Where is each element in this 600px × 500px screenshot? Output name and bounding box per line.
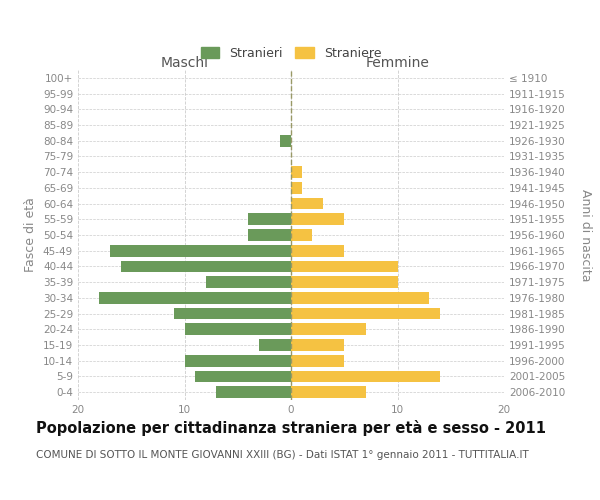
- Bar: [291, 276, 398, 288]
- Bar: [248, 229, 291, 241]
- Bar: [99, 292, 291, 304]
- Y-axis label: Fasce di età: Fasce di età: [25, 198, 37, 272]
- Legend: Stranieri, Straniere: Stranieri, Straniere: [197, 43, 385, 64]
- Bar: [291, 245, 344, 256]
- Bar: [291, 229, 313, 241]
- Text: Popolazione per cittadinanza straniera per età e sesso - 2011: Popolazione per cittadinanza straniera p…: [36, 420, 546, 436]
- Bar: [291, 339, 344, 351]
- Bar: [259, 339, 291, 351]
- Y-axis label: Anni di nascita: Anni di nascita: [580, 188, 593, 281]
- Bar: [291, 214, 344, 225]
- Text: COMUNE DI SOTTO IL MONTE GIOVANNI XXIII (BG) - Dati ISTAT 1° gennaio 2011 - TUTT: COMUNE DI SOTTO IL MONTE GIOVANNI XXIII …: [36, 450, 529, 460]
- Bar: [291, 308, 440, 320]
- Bar: [291, 355, 344, 366]
- Text: Maschi: Maschi: [161, 56, 209, 70]
- Bar: [291, 260, 398, 272]
- Bar: [206, 276, 291, 288]
- Bar: [121, 260, 291, 272]
- Bar: [248, 214, 291, 225]
- Text: Femmine: Femmine: [365, 56, 430, 70]
- Bar: [291, 324, 365, 335]
- Bar: [291, 370, 440, 382]
- Bar: [185, 355, 291, 366]
- Bar: [291, 386, 365, 398]
- Bar: [110, 245, 291, 256]
- Bar: [174, 308, 291, 320]
- Bar: [217, 386, 291, 398]
- Bar: [185, 324, 291, 335]
- Bar: [291, 182, 302, 194]
- Bar: [291, 198, 323, 209]
- Bar: [291, 166, 302, 178]
- Bar: [195, 370, 291, 382]
- Bar: [280, 135, 291, 146]
- Bar: [291, 292, 430, 304]
